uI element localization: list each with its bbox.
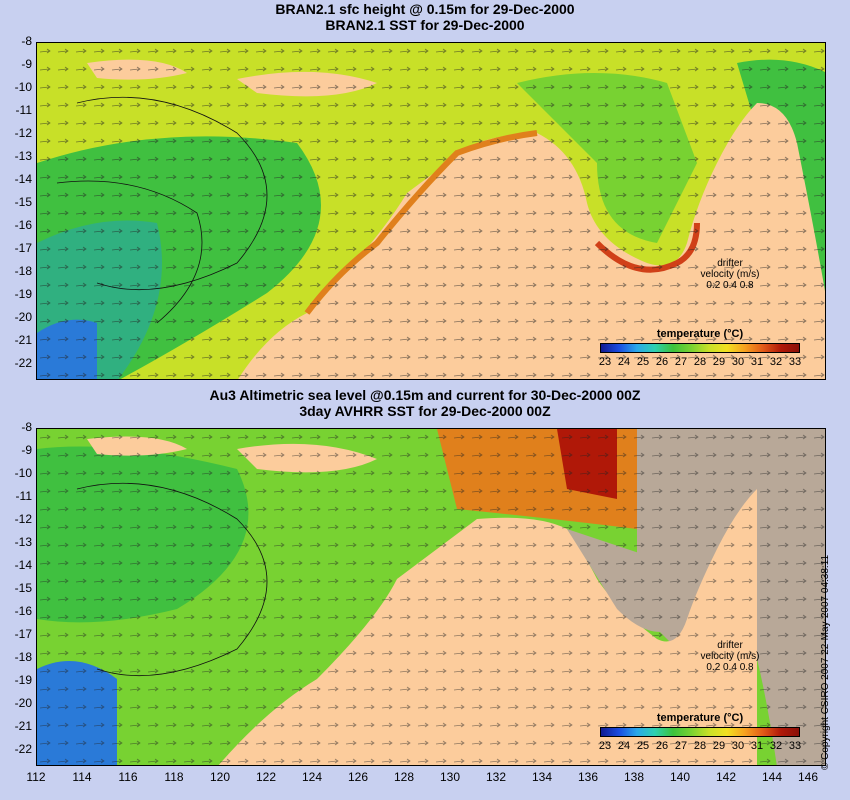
lon-tick: 112 xyxy=(26,770,46,784)
colorbar-label: 30 xyxy=(731,740,745,752)
colorbar-title: temperature (°C) xyxy=(656,712,744,724)
colorbar-label: 24 xyxy=(617,356,631,368)
colorbar-label: 27 xyxy=(674,740,688,752)
bottom-lat-tick: -19 xyxy=(14,673,32,687)
colorbar-label: 24 xyxy=(617,740,631,752)
colorbar-label: 27 xyxy=(674,356,688,368)
copyright-text: © Copyright CSIRO 2007 22-May-2007 04:38… xyxy=(820,554,831,770)
lon-tick: 124 xyxy=(301,770,323,784)
lon-tick: 116 xyxy=(118,770,138,784)
lon-tick: 130 xyxy=(439,770,461,784)
bottom-map-panel xyxy=(36,428,826,766)
lon-tick: 136 xyxy=(577,770,599,784)
bottom-colorbar: temperature (°C) 23 24 25 26 27 28 29 30… xyxy=(599,712,801,757)
colorbar-label: 31 xyxy=(750,740,764,752)
lon-tick: 126 xyxy=(347,770,369,784)
lon-tick: 114 xyxy=(72,770,92,784)
top-lat-tick: -12 xyxy=(14,126,32,140)
bottom-lat-tick: -16 xyxy=(14,604,32,618)
lon-tick: 142 xyxy=(715,770,737,784)
top-map-svg xyxy=(37,43,825,379)
top-lat-tick: -11 xyxy=(15,103,32,117)
top-lat-tick: -9 xyxy=(21,57,32,71)
velocity-label: velocity (m/s) xyxy=(700,651,760,662)
top-lat-tick: -21 xyxy=(14,333,32,347)
top-lat-tick: -20 xyxy=(14,310,32,324)
lon-tick: 128 xyxy=(393,770,415,784)
bottom-map-svg xyxy=(37,429,825,765)
top-title-line2: BRAN2.1 SST for 29-Dec-2000 xyxy=(325,17,525,33)
colorbar-label: 25 xyxy=(636,356,650,368)
bottom-lat-tick: -18 xyxy=(14,650,32,664)
bottom-lat-tick: -17 xyxy=(14,627,32,641)
top-title-line1: BRAN2.1 sfc height @ 0.15m for 29-Dec-20… xyxy=(275,1,575,17)
bottom-lat-tick: -21 xyxy=(14,719,32,733)
drifter-label: drifter xyxy=(717,258,743,269)
bottom-lat-tick: -20 xyxy=(14,696,32,710)
top-colorbar: temperature (°C) 23 24 25 26 27 28 29 30… xyxy=(599,328,801,373)
bottom-title-line2: 3day AVHRR SST for 29-Dec-2000 00Z xyxy=(299,403,551,419)
velocity-scale-values: 0.2 0.4 0.8 xyxy=(706,280,754,291)
top-map-panel xyxy=(36,42,826,380)
colorbar-label: 25 xyxy=(636,740,650,752)
top-lat-tick: -22 xyxy=(14,356,32,370)
velocity-label: velocity (m/s) xyxy=(700,269,760,280)
bottom-lat-tick: -9 xyxy=(21,443,32,457)
colorbar-label: 26 xyxy=(655,740,669,752)
colorbar-gradient xyxy=(600,343,800,353)
colorbar-label: 28 xyxy=(693,356,707,368)
lon-tick: 120 xyxy=(209,770,231,784)
bottom-lat-tick: -12 xyxy=(14,512,32,526)
lon-tick: 146 xyxy=(797,770,819,784)
top-lat-tick: -10 xyxy=(14,80,32,94)
top-lat-tick: -8 xyxy=(21,34,32,48)
lon-tick: 140 xyxy=(669,770,691,784)
colorbar-label: 32 xyxy=(769,356,783,368)
bottom-lat-tick: -13 xyxy=(14,535,32,549)
bottom-lat-tick: -15 xyxy=(14,581,32,595)
colorbar-label: 29 xyxy=(712,356,726,368)
colorbar-title: temperature (°C) xyxy=(656,328,744,340)
colorbar-label: 33 xyxy=(788,740,802,752)
colorbar-label: 31 xyxy=(750,356,764,368)
colorbar-label: 32 xyxy=(769,740,783,752)
lon-tick: 138 xyxy=(623,770,645,784)
colorbar-label: 29 xyxy=(712,740,726,752)
colorbar-label: 33 xyxy=(788,356,802,368)
drifter-label: drifter xyxy=(717,640,743,651)
bottom-lat-tick: -22 xyxy=(14,742,32,756)
top-lat-tick: -16 xyxy=(14,218,32,232)
bottom-drifter-legend: drifter velocity (m/s) 0.2 0.4 0.8 xyxy=(685,640,775,673)
top-lat-tick: -14 xyxy=(14,172,32,186)
lon-tick: 122 xyxy=(255,770,277,784)
bottom-lat-tick: -10 xyxy=(14,466,32,480)
bottom-lat-tick: -14 xyxy=(14,558,32,572)
lon-tick: 134 xyxy=(531,770,553,784)
bottom-lat-tick: -8 xyxy=(21,420,32,434)
colorbar-label: 23 xyxy=(598,356,612,368)
colorbar-gradient xyxy=(600,727,800,737)
lon-tick: 132 xyxy=(485,770,507,784)
top-lat-tick: -15 xyxy=(14,195,32,209)
bottom-title-line1: Au3 Altimetric sea level @0.15m and curr… xyxy=(209,387,641,403)
colorbar-label: 23 xyxy=(598,740,612,752)
velocity-scale-values: 0.2 0.4 0.8 xyxy=(706,662,754,673)
top-drifter-legend: drifter velocity (m/s) 0.2 0.4 0.8 xyxy=(685,258,775,291)
bottom-lat-tick: -11 xyxy=(15,489,32,503)
colorbar-label: 30 xyxy=(731,356,745,368)
lon-tick: 118 xyxy=(164,770,184,784)
colorbar-label: 26 xyxy=(655,356,669,368)
top-lat-tick: -18 xyxy=(14,264,32,278)
top-lat-tick: -17 xyxy=(14,241,32,255)
top-lat-tick: -19 xyxy=(14,287,32,301)
lon-tick: 144 xyxy=(761,770,783,784)
top-lat-tick: -13 xyxy=(14,149,32,163)
colorbar-label: 28 xyxy=(693,740,707,752)
